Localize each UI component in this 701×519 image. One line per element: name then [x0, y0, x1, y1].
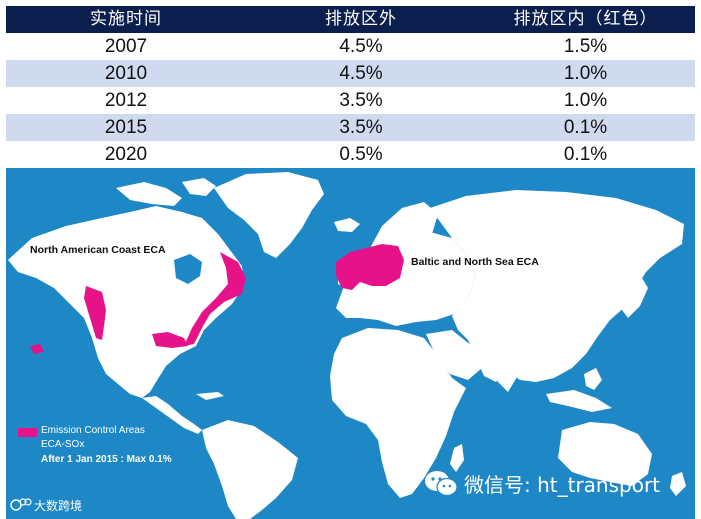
eca-baltic-north-sea	[336, 244, 404, 290]
table-cell: 4.5%	[339, 36, 383, 57]
hudson-bay	[174, 254, 202, 284]
table-cell: 2007	[104, 36, 148, 57]
southeast-asia-islands	[546, 390, 612, 412]
africa	[330, 328, 466, 498]
madagascar	[450, 444, 464, 472]
header-cell: 实施时间	[90, 9, 162, 29]
table-row: 2007 4.5% 1.5%	[6, 33, 695, 60]
table-cell: 0.1%	[563, 117, 608, 138]
table-cell: 2020	[104, 144, 148, 165]
table-cell: 2015	[104, 117, 148, 138]
table-cell: 0.1%	[563, 144, 608, 165]
wechat-id-text: 微信号: ht_transport	[464, 473, 661, 497]
legend-swatch	[18, 428, 37, 437]
eca-hawaii	[30, 344, 44, 354]
japan	[622, 278, 648, 318]
table-cell: 3.5%	[339, 90, 383, 111]
arctic-islands	[182, 178, 216, 196]
eca-gulf-of-mexico	[152, 332, 188, 348]
south-america	[202, 420, 298, 519]
brand-text: 大数跨境	[34, 499, 83, 513]
southeast-asia-islands	[584, 368, 602, 390]
central-america	[142, 396, 202, 434]
table-row: 2015 3.5% 0.1%	[6, 114, 695, 141]
table-cell: 2012	[104, 90, 148, 111]
table-row: 2020 0.5% 0.1%	[6, 141, 695, 168]
table-row: 2012 3.5% 1.0%	[6, 87, 695, 114]
table-cell: 1.5%	[563, 36, 608, 57]
legend-subtitle: ECA-SOx	[41, 439, 85, 450]
table-cell: 1.0%	[563, 63, 608, 84]
asia	[430, 190, 684, 382]
legend-note: After 1 Jan 2015 : Max 0.1%	[41, 454, 172, 465]
arabia	[426, 330, 482, 380]
wechat-icon	[425, 471, 458, 497]
table-cell: 2010	[104, 63, 148, 84]
eca-north-america-pacific	[84, 286, 106, 340]
world-map-graphic	[6, 168, 695, 519]
caribbean	[196, 392, 224, 400]
table-cell: 3.5%	[339, 117, 383, 138]
australia	[558, 422, 652, 486]
header-cell: 排放区外	[325, 9, 397, 29]
india	[490, 340, 526, 392]
legend-title: Emission Control Areas	[41, 425, 145, 436]
table-cell: 1.0%	[563, 90, 608, 111]
table-cell: 0.5%	[339, 144, 383, 165]
greenland	[214, 172, 324, 258]
sulfur-limit-table: 实施时间 排放区外 排放区内（红色） 2007 4.5% 1.5% 2010 4…	[0, 0, 701, 168]
eca-label-north-america: North American Coast ECA	[30, 244, 166, 256]
new-zealand	[670, 472, 686, 496]
eca-label-baltic: Baltic and North Sea ECA	[411, 256, 539, 268]
north-america	[8, 206, 244, 398]
table-header-row: 实施时间 排放区外 排放区内（红色）	[6, 6, 695, 33]
header-cell: 排放区内（红色）	[513, 9, 658, 29]
eca-north-america-atlantic	[184, 252, 246, 346]
table-cell: 4.5%	[339, 63, 383, 84]
arctic-islands	[116, 182, 182, 206]
world-map: North American Coast ECA Baltic and Nort…	[6, 168, 695, 519]
table-row: 2010 4.5% 1.0%	[6, 60, 695, 87]
brand-logo-icon	[10, 498, 32, 511]
iceland	[334, 218, 360, 232]
scandinavia	[368, 202, 438, 252]
